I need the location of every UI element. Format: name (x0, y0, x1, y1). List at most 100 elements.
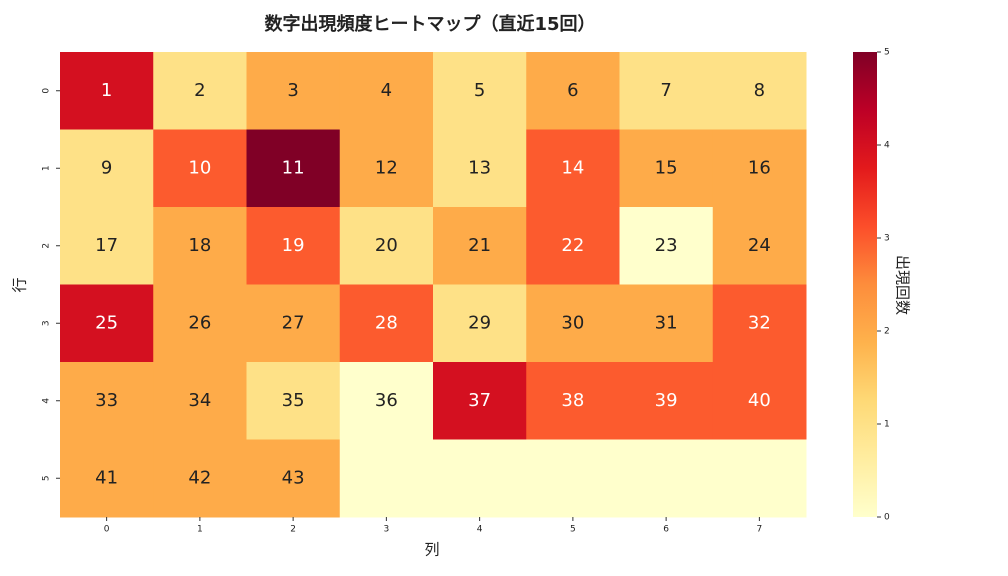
heatmap-cell (60, 284, 154, 363)
cell-label: 8 (754, 80, 765, 101)
cell-label: 28 (375, 312, 398, 333)
heatmap-cell (60, 129, 154, 208)
chart-title: 数字出現頻度ヒートマップ（直近15回） (264, 13, 595, 35)
heatmap-cell (526, 52, 620, 130)
heatmap-cell (433, 362, 527, 440)
heatmap-cell (60, 362, 154, 440)
cell-label: 39 (655, 390, 678, 411)
heatmap-cell (619, 439, 714, 518)
x-tick-label: 6 (663, 525, 669, 535)
colorbar-tick-label: 1 (884, 420, 890, 430)
heatmap-cell (526, 129, 620, 208)
cell-label: 20 (375, 235, 398, 256)
x-tick-label: 2 (290, 525, 296, 535)
x-tick-label: 3 (384, 525, 390, 535)
y-tick-label: 4 (42, 398, 52, 404)
colorbar-tick-label: 3 (884, 234, 890, 244)
cell-label: 13 (468, 157, 491, 178)
heatmap-cell (246, 362, 341, 440)
cell-label: 41 (95, 467, 118, 488)
heatmap-cell (433, 52, 527, 130)
cell-label: 25 (95, 312, 118, 333)
heatmap-cell (153, 439, 247, 518)
cell-label: 22 (561, 235, 584, 256)
cell-label: 34 (188, 390, 211, 411)
cell-label: 30 (561, 312, 584, 333)
cell-label: 35 (282, 390, 305, 411)
heatmap-cell (246, 52, 341, 130)
heatmap-cell (153, 207, 247, 285)
cell-label: 19 (282, 235, 305, 256)
cell-label: 26 (188, 312, 211, 333)
heatmap-cell (60, 439, 154, 518)
heatmap-cell (60, 52, 154, 130)
heatmap-cell (60, 207, 154, 285)
heatmap-cell (153, 284, 247, 363)
heatmap-cell (712, 129, 807, 208)
x-tick-label: 0 (104, 525, 110, 535)
cell-label: 27 (282, 312, 305, 333)
cell-label: 40 (748, 390, 771, 411)
heatmap-cell (619, 284, 714, 363)
cell-label: 32 (748, 312, 771, 333)
cell-label: 10 (188, 157, 211, 178)
heatmap-cell (246, 284, 341, 363)
colorbar-tick-label: 2 (884, 327, 890, 337)
colorbar-tick-label: 0 (884, 513, 890, 523)
cell-label: 24 (748, 235, 771, 256)
x-tick-label: 1 (197, 525, 203, 535)
heatmap-cell (619, 52, 714, 130)
colorbar-label: 出現回数 (894, 255, 912, 315)
colorbar-tick-label: 4 (884, 141, 890, 151)
heatmap-cell (619, 362, 714, 440)
heatmap-cell (339, 52, 434, 130)
colorbar (853, 52, 877, 517)
cell-label: 18 (188, 235, 211, 256)
cell-label: 37 (468, 390, 491, 411)
y-tick-label: 3 (42, 320, 52, 326)
cell-label: 31 (655, 312, 678, 333)
heatmap-cell (433, 439, 527, 518)
colorbar-tick-label: 5 (884, 48, 890, 58)
cell-label: 36 (375, 390, 398, 411)
heatmap-cell (433, 207, 527, 285)
cell-label: 16 (748, 157, 771, 178)
heatmap-cell (339, 284, 434, 363)
y-axis-label: 行 (11, 277, 29, 292)
cell-label: 17 (95, 235, 118, 256)
x-tick-label: 4 (477, 525, 483, 535)
heatmap-cell (526, 207, 620, 285)
x-tick-label: 5 (570, 525, 576, 535)
y-tick-label: 0 (42, 88, 52, 94)
heatmap-cell (526, 439, 620, 518)
cell-label: 15 (655, 157, 678, 178)
cell-label: 21 (468, 235, 491, 256)
cell-label: 38 (561, 390, 584, 411)
cell-label: 9 (101, 157, 112, 178)
heatmap-cell (153, 129, 247, 208)
heatmap-cell (619, 129, 714, 208)
heatmap-cell (712, 362, 807, 440)
cell-label: 1 (101, 80, 112, 101)
x-axis-label: 列 (424, 541, 439, 559)
cell-label: 29 (468, 312, 491, 333)
heatmap-cell (712, 439, 807, 518)
cell-label: 42 (188, 467, 211, 488)
y-tick-label: 2 (42, 243, 52, 249)
heatmap-cell (712, 207, 807, 285)
heatmap-cell (339, 362, 434, 440)
heatmap-cell (433, 284, 527, 363)
cell-label: 7 (660, 80, 671, 101)
heatmap-cell (619, 207, 714, 285)
heatmap-cell (246, 439, 341, 518)
cell-label: 4 (381, 80, 392, 101)
heatmap-cell (246, 129, 341, 208)
heatmap-cell (339, 129, 434, 208)
y-tick-label: 5 (42, 475, 52, 481)
cell-label: 3 (287, 80, 298, 101)
cell-label: 23 (655, 235, 678, 256)
cell-label: 43 (282, 467, 305, 488)
x-tick-label: 7 (757, 525, 763, 535)
heatmap-cell (712, 284, 807, 363)
cell-label: 14 (561, 157, 584, 178)
